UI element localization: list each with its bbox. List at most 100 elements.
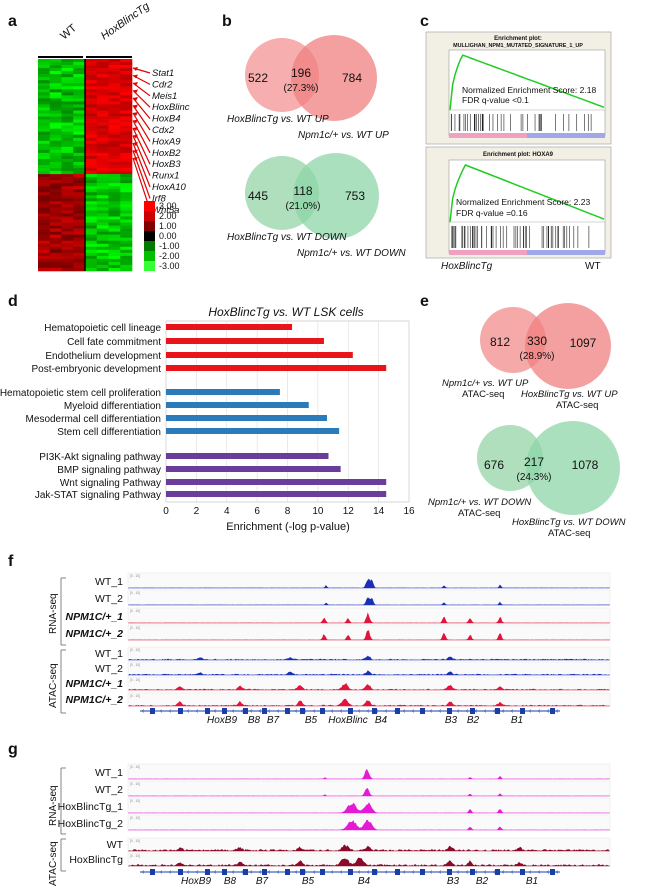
heatmap-cell (85, 77, 98, 81)
heatmap-cell (96, 65, 109, 69)
heatmap-cell (49, 207, 62, 211)
scale-swatch (144, 231, 155, 241)
heatmap-cell (96, 192, 109, 196)
gene-arrow-head (133, 149, 138, 154)
heatmap-cell (61, 122, 74, 126)
heatmap-cell (108, 255, 121, 260)
heatmap-cell (96, 174, 109, 178)
heatmap-cell (108, 213, 121, 217)
track-scale: [0 - 10] (130, 765, 140, 769)
venn-b-up-left: 522 (248, 71, 268, 85)
heatmap-cell (108, 207, 121, 211)
heatmap-cell (85, 207, 98, 211)
heatmap-cell (120, 68, 133, 72)
heatmap-gene-label: Stat1 (152, 68, 174, 79)
gene-label: B5 (302, 876, 315, 887)
heatmap-cell (85, 186, 98, 190)
heatmap-cell (96, 213, 109, 217)
exon (395, 708, 400, 714)
track-label: NPM1C/+_1 (66, 678, 124, 690)
heatmap-cell (73, 122, 86, 126)
heatmap-cell (108, 158, 121, 163)
strand-mark (528, 870, 532, 874)
exon (150, 708, 155, 714)
bar-tick-label: 10 (312, 506, 324, 517)
heatmap-cell (73, 119, 86, 123)
heatmap-cell (108, 89, 121, 93)
heatmap-cell (85, 158, 98, 163)
heatmap-cell (38, 143, 51, 148)
heatmap-cell (85, 222, 98, 226)
tracks-g-atac-group: ATAC-seq (48, 841, 59, 886)
tracks-f-rna-group: RNA-seq (48, 593, 59, 634)
heatmap-cell (120, 98, 133, 102)
gene-label: B7 (256, 876, 269, 887)
heatmap-cell (61, 219, 74, 223)
strand-mark (546, 709, 550, 713)
bar-category-label: Jak-STAT signaling Pathway (35, 490, 161, 501)
heatmap-cell (61, 246, 74, 251)
strand-mark (258, 709, 262, 713)
heatmap-cell (85, 161, 98, 166)
heatmap-cell (96, 83, 109, 87)
exon (262, 708, 267, 714)
tracks-panel-f: RNA-seq ATAC-seq WT_1 [0 - 10] WT_2 [0 - 10… (48, 572, 611, 726)
strand-mark (339, 709, 343, 713)
heatmap-cell (108, 71, 121, 75)
strand-mark (267, 870, 271, 874)
heatmap-cell (96, 116, 109, 120)
heatmap-cell (49, 116, 62, 120)
heatmap-cell (108, 161, 121, 166)
heatmap-cell (85, 216, 98, 220)
heatmap-cell (120, 174, 133, 178)
heatmap-cell (120, 149, 133, 154)
heatmap-cell (108, 246, 121, 251)
heatmap-cell (96, 74, 109, 78)
heatmap-cell (96, 201, 109, 205)
heatmap-cell (38, 74, 51, 78)
gene-arrow-head (133, 142, 138, 146)
heatmap-cell (120, 74, 133, 78)
heatmap-cell (61, 137, 74, 142)
heatmap-cell (61, 267, 74, 272)
heatmap-cell (38, 255, 51, 260)
heatmap-cell (73, 83, 86, 87)
heatmap-cell (73, 246, 86, 251)
heatmap-cell (85, 198, 98, 202)
track-label: WT_1 (95, 767, 123, 779)
strand-mark (195, 709, 199, 713)
track-label: WT_2 (95, 784, 123, 796)
heatmap-cell (61, 207, 74, 211)
heatmap-cell (61, 71, 74, 75)
heatmap-cell (49, 86, 62, 90)
heatmap-cell (38, 122, 51, 126)
strand-mark (411, 709, 415, 713)
heatmap-cell (85, 249, 98, 254)
heatmap-cell (61, 110, 74, 114)
signal-track (129, 844, 609, 851)
heatmap-cell (120, 207, 133, 211)
heatmap-cell (73, 125, 86, 129)
heatmap-cell (85, 89, 98, 93)
exon (285, 869, 290, 875)
panel-label-f: f (8, 553, 14, 570)
exon (520, 869, 525, 875)
heatmap-cell (120, 140, 133, 145)
heatmap-cell (61, 234, 74, 238)
heatmap-gene-label: HoxBlinc (152, 102, 190, 113)
heatmap-cell (38, 95, 51, 99)
venn-e-down-label-right-2: ATAC-seq (548, 528, 590, 539)
scale-swatch (144, 261, 155, 271)
heatmap-cell (120, 228, 133, 232)
track-scale: [0 - 10] (130, 694, 140, 698)
heatmap-cell (85, 107, 98, 111)
heatmap-cell (96, 207, 109, 211)
heatmap-cell (96, 258, 109, 263)
heatmap-cell (38, 234, 51, 238)
heatmap-cell (108, 101, 121, 105)
heatmap-cell (61, 240, 74, 245)
heatmap-cell (96, 204, 109, 208)
heatmap-cell (120, 264, 133, 269)
bar (166, 428, 340, 434)
heatmap-cell (120, 165, 133, 169)
